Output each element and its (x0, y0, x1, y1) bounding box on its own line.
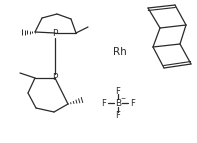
Text: F: F (101, 99, 106, 108)
Text: −: − (120, 96, 126, 101)
Text: P: P (52, 74, 58, 83)
Text: B: B (115, 99, 121, 108)
Text: F: F (116, 87, 120, 96)
Text: F: F (130, 99, 135, 108)
Text: P: P (52, 28, 58, 37)
Text: F: F (116, 111, 120, 120)
Text: Rh: Rh (113, 47, 127, 57)
